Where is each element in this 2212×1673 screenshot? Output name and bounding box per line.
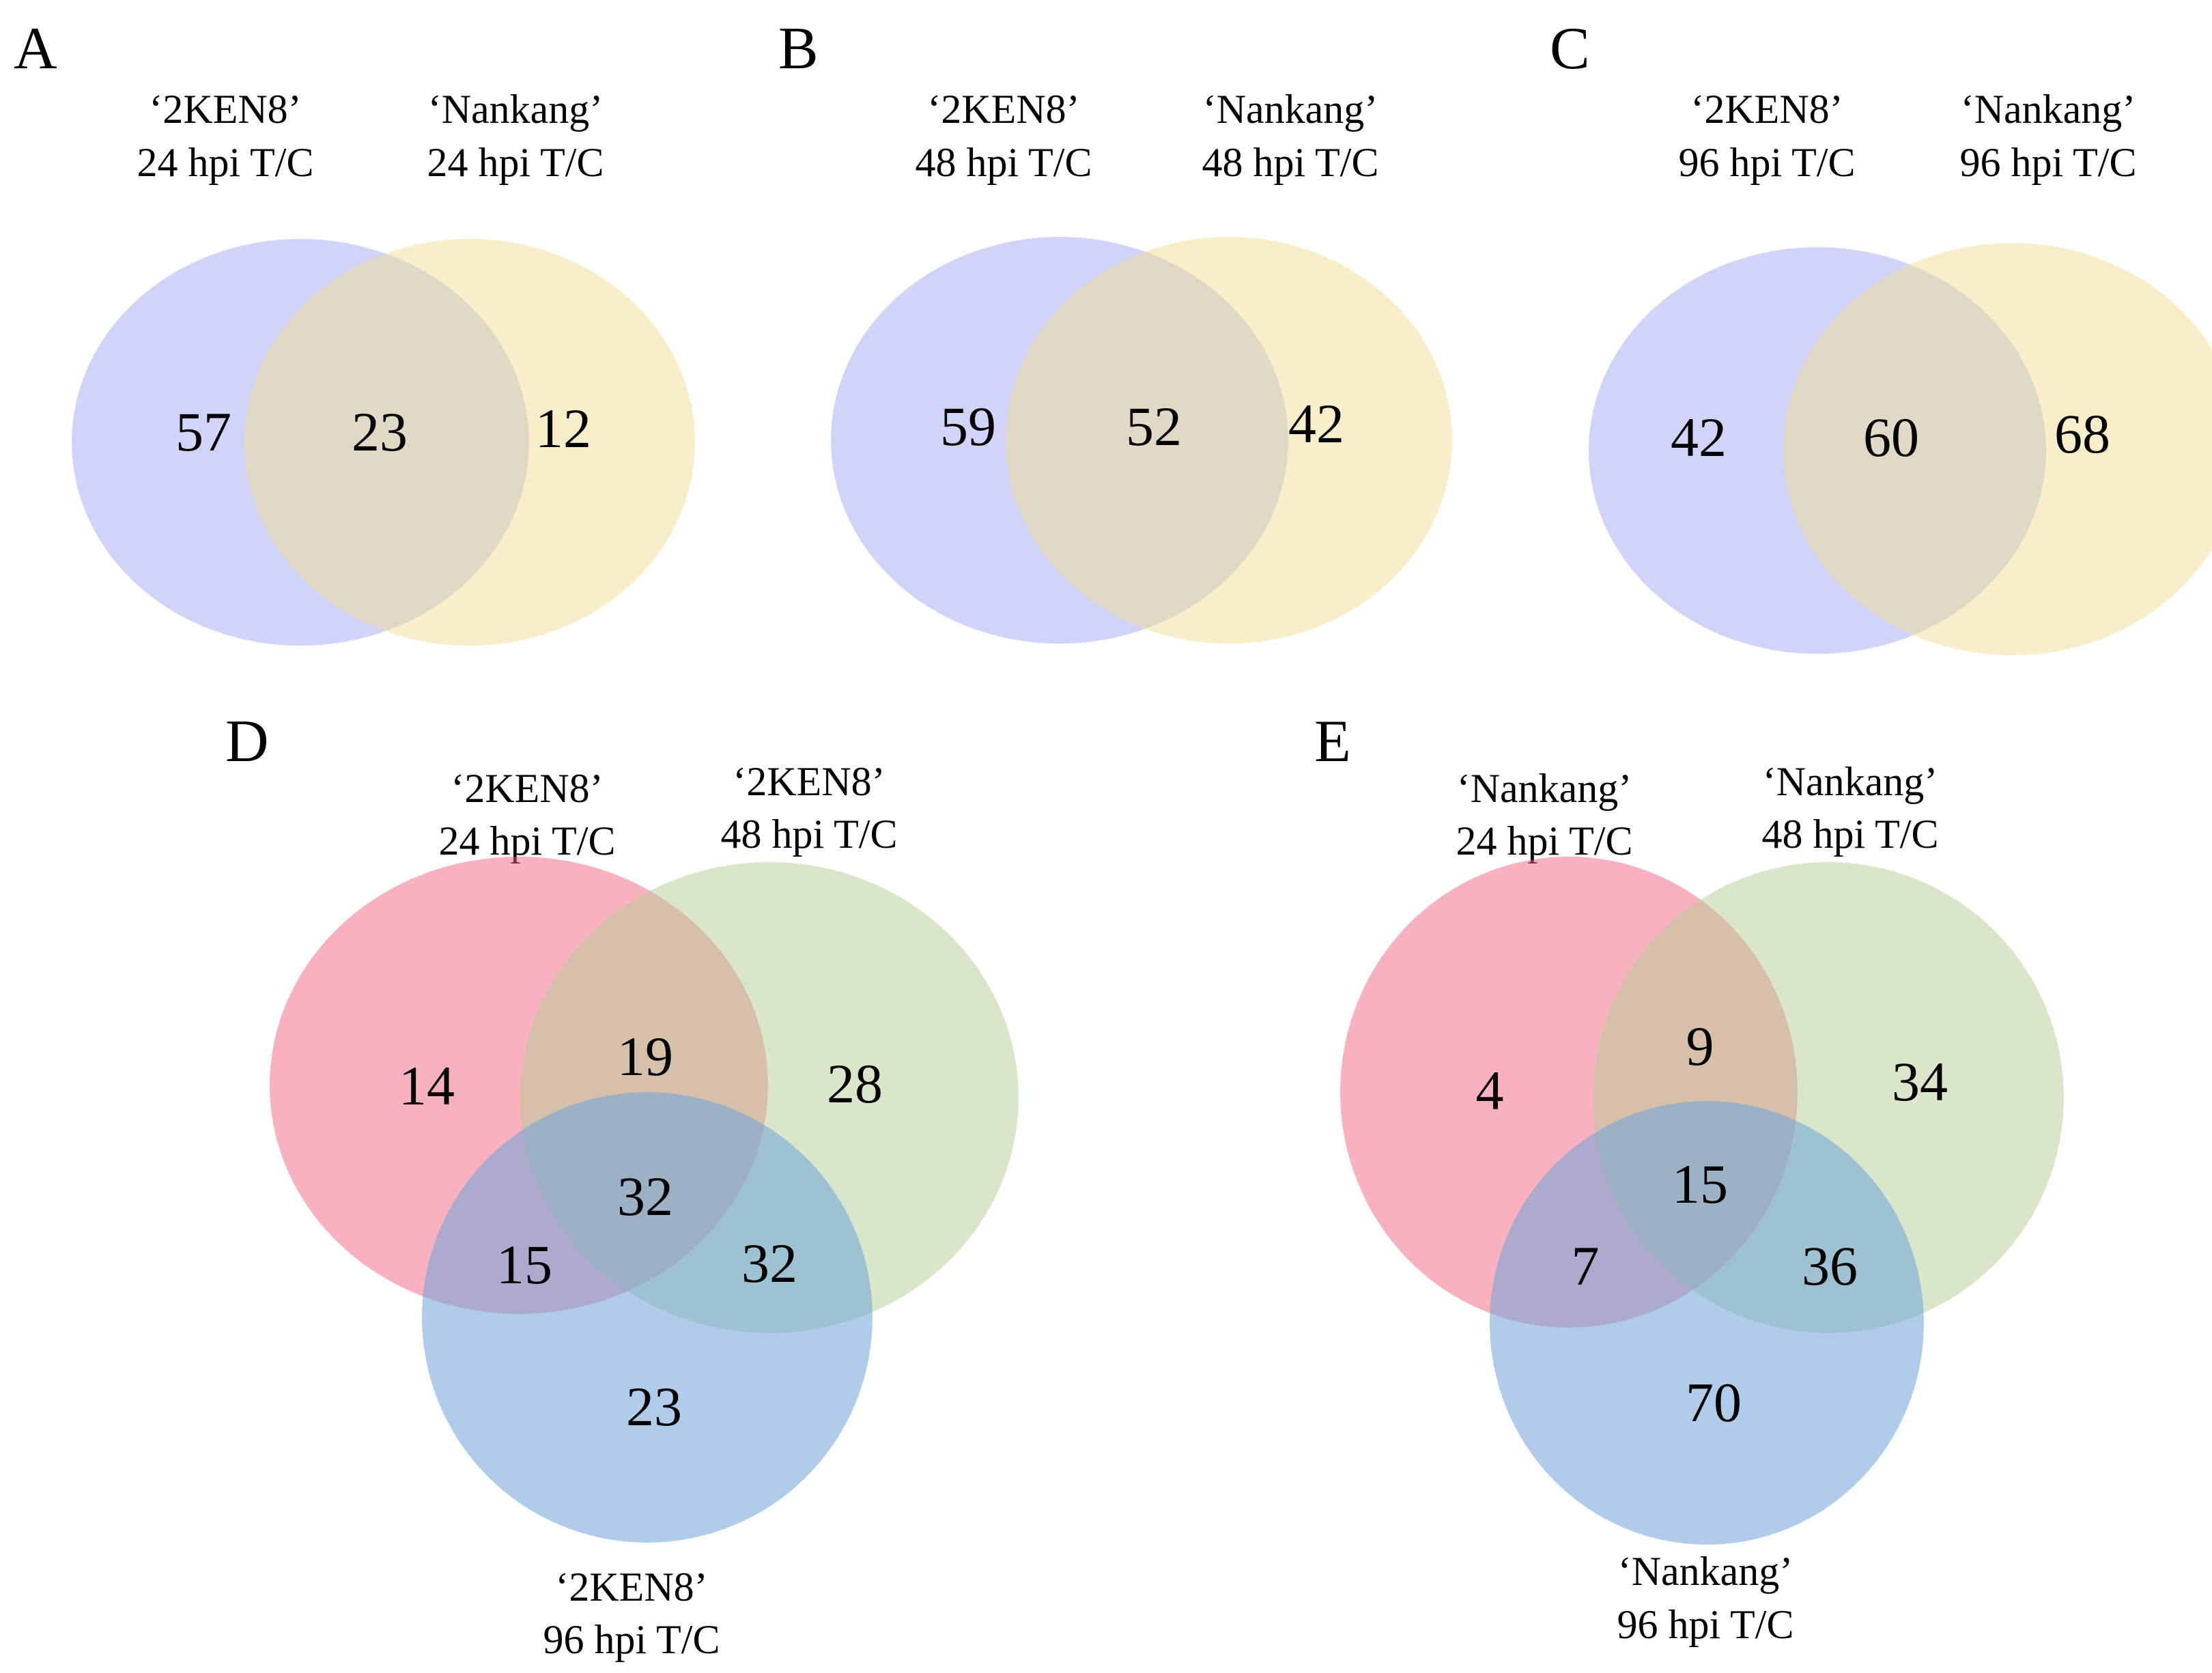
panel-e-count-48-96: 36 — [1802, 1235, 1858, 1297]
panel-b-set1-timepoint: 48 hpi T/C — [916, 140, 1092, 185]
panel-e-set2-timepoint: 48 hpi T/C — [1762, 812, 1939, 857]
panel-b-set2-circle — [1006, 237, 1452, 644]
panel-d-set2-timepoint: 48 hpi T/C — [721, 812, 898, 857]
panel-e-set1-timepoint: 24 hpi T/C — [1456, 818, 1633, 863]
panel-d-set2-name: ‘2KEN8’ — [733, 759, 885, 804]
panel-d-count-24-only: 14 — [399, 1055, 455, 1117]
panel-d-count-96-only: 23 — [626, 1375, 682, 1438]
panel-d-set3-circle — [422, 1092, 873, 1543]
panel-e-count-48-only: 34 — [1892, 1050, 1948, 1113]
panel-e-set3-timepoint: 96 hpi T/C — [1617, 1602, 1794, 1647]
panel-c-count-left-only: 42 — [1671, 406, 1727, 468]
panel-a-count-right-only: 12 — [535, 397, 591, 459]
panel-a-set1-name: ‘2KEN8’ — [149, 87, 301, 132]
panel-c-set1-timepoint: 96 hpi T/C — [1679, 140, 1856, 185]
panel-d-set1-timepoint: 24 hpi T/C — [439, 818, 616, 863]
panel-d-count-24-96: 15 — [496, 1233, 552, 1296]
panel-e-count-96-only: 70 — [1686, 1371, 1742, 1433]
panel-b-letter: B — [778, 16, 819, 82]
panel-c-set1-name: ‘2KEN8’ — [1690, 87, 1843, 132]
panel-a-letter: A — [14, 16, 57, 82]
panel-d-letter: D — [225, 709, 269, 775]
panel-b-count-both: 52 — [1126, 395, 1182, 457]
panel-b-count-left-only: 59 — [940, 395, 996, 457]
panel-c-count-both: 60 — [1863, 406, 1919, 468]
panel-d-count-48-96: 32 — [741, 1232, 797, 1294]
panel-b-count-right-only: 42 — [1288, 392, 1344, 455]
panel-e-count-24-only: 4 — [1476, 1059, 1504, 1121]
panel-e-count-24-96: 7 — [1572, 1235, 1600, 1297]
panel-a-count-both: 23 — [352, 401, 408, 463]
panel-e-set3-name: ‘Nankang’ — [1618, 1549, 1793, 1594]
panel-b-set2-timepoint: 48 hpi T/C — [1202, 140, 1379, 185]
panel-d-set3-name: ‘2KEN8’ — [555, 1564, 707, 1610]
panel-d: D ‘2KEN8’ 24 hpi T/C ‘2KEN8’ 48 hpi T/C … — [225, 709, 1019, 1662]
panel-d-count-48-only: 28 — [827, 1053, 883, 1115]
panel-c-set2-name: ‘Nankang’ — [1961, 87, 2136, 132]
panel-c: C ‘2KEN8’ 96 hpi T/C ‘Nankang’ 96 hpi T/… — [1550, 16, 2212, 655]
panel-e-count-24-48: 9 — [1686, 1015, 1714, 1077]
panel-a-set2-timepoint: 24 hpi T/C — [427, 140, 604, 185]
panel-b-set1-name: ‘2KEN8’ — [927, 87, 1079, 132]
panel-e-letter: E — [1314, 709, 1351, 775]
panel-a-set2-name: ‘Nankang’ — [428, 87, 604, 132]
panel-d-set3-timepoint: 96 hpi T/C — [543, 1617, 720, 1662]
panel-d-count-all-three: 32 — [617, 1165, 673, 1227]
panel-a-count-left-only: 57 — [175, 401, 231, 463]
panel-c-set2-timepoint: 96 hpi T/C — [1960, 140, 2137, 185]
panel-a-set1-timepoint: 24 hpi T/C — [137, 140, 314, 185]
panel-d-set1-name: ‘2KEN8’ — [451, 766, 603, 811]
panel-e-set1-name: ‘Nankang’ — [1457, 766, 1632, 811]
panel-e-set3-circle — [1490, 1101, 1924, 1545]
panel-e-count-all-three: 15 — [1672, 1153, 1728, 1215]
panel-d-count-24-48: 19 — [617, 1025, 673, 1087]
panel-e-set2-name: ‘Nankang’ — [1763, 759, 1938, 804]
panel-b-set2-name: ‘Nankang’ — [1203, 87, 1378, 132]
panel-c-set2-circle — [1783, 243, 2212, 655]
panel-b: B ‘2KEN8’ 48 hpi T/C ‘Nankang’ 48 hpi T/… — [778, 16, 1452, 644]
panel-e: E ‘Nankang’ 24 hpi T/C ‘Nankang’ 48 hpi … — [1314, 709, 2064, 1647]
panel-c-letter: C — [1550, 16, 1590, 82]
panel-a: A ‘2KEN8’ 24 hpi T/C ‘Nankang’ 24 hpi T/… — [14, 16, 695, 646]
panel-a-set2-circle — [244, 239, 695, 646]
panel-c-count-right-only: 68 — [2054, 403, 2110, 465]
